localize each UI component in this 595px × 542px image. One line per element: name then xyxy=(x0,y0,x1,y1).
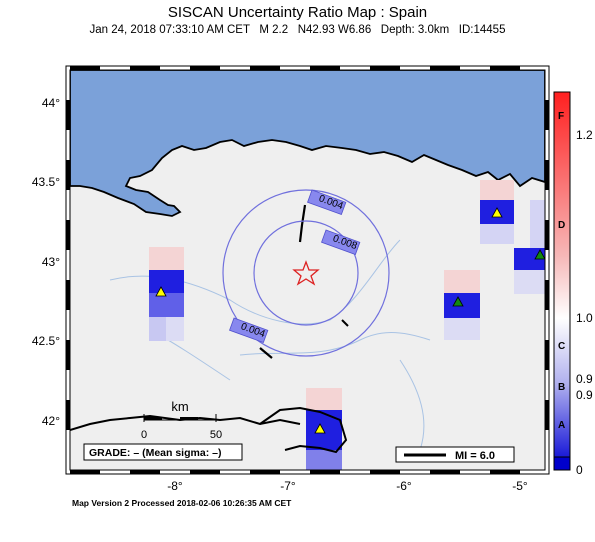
colorbar-value: 1.0 xyxy=(576,311,593,325)
lake xyxy=(298,204,307,243)
border-line xyxy=(259,406,348,454)
lat-label: 42.5° xyxy=(31,334,60,348)
event-subtitle: Jan 24, 2018 07:33:10 AM CET M 2.2 N42.9… xyxy=(89,24,506,36)
scale-zero-label: 0 xyxy=(141,429,147,441)
processing-footer: Map Version 2 Processed 2018-02-06 10:26… xyxy=(72,498,292,508)
map-title: SISCAN Uncertainty Ratio Map : Spain xyxy=(167,4,428,21)
colorbar-value: 1.2 xyxy=(576,128,593,142)
lake xyxy=(259,347,273,359)
lake xyxy=(341,319,349,327)
station-triangle-green xyxy=(452,296,464,307)
grade-box xyxy=(83,443,243,461)
colorbar-value: 0 xyxy=(576,463,583,477)
grade-letter: B xyxy=(558,382,566,393)
scale-bar xyxy=(143,414,217,422)
grade-letter: F xyxy=(558,111,565,122)
lon-label: -7° xyxy=(280,479,296,493)
scale-unit-label: km xyxy=(171,399,188,414)
grade-letter: A xyxy=(558,420,566,431)
station-triangle-yellow xyxy=(491,207,503,218)
lat-label: 42° xyxy=(41,414,60,428)
lat-label: 43° xyxy=(41,255,60,269)
river xyxy=(399,359,425,451)
grade-letter: C xyxy=(558,341,566,352)
map-area: 0.004 0.008 0.004 km 0 50 GRADE: – (Mean… xyxy=(70,70,545,470)
colorbar-value: 0.9 xyxy=(576,388,593,402)
epicenter-star-icon xyxy=(292,260,320,286)
colorbar xyxy=(553,91,571,471)
sea-area xyxy=(70,70,545,217)
grade-letter: D xyxy=(558,220,566,231)
uncertainty-cells xyxy=(149,180,545,470)
contour-label-box xyxy=(321,229,361,256)
river xyxy=(239,332,431,356)
station-triangle-green xyxy=(534,249,545,260)
station-triangle-yellow xyxy=(314,423,326,434)
colorbar-value: 0.9 xyxy=(576,372,593,386)
station-triangle-yellow xyxy=(155,286,167,297)
contour-label-box xyxy=(229,317,269,344)
lon-label: -5° xyxy=(512,479,528,493)
grade-text: GRADE: – (Mean sigma: –) xyxy=(89,447,221,459)
uncertainty-contours xyxy=(222,189,390,357)
map-frame xyxy=(65,65,550,475)
contour-label-box xyxy=(307,189,347,216)
lon-label: -6° xyxy=(396,479,412,493)
lon-label: -8° xyxy=(167,479,183,493)
lat-label: 44° xyxy=(41,96,60,110)
scale-max-label: 50 xyxy=(210,429,222,441)
mi-legend-box xyxy=(395,446,515,463)
mi-legend-text: MI = 6.0 xyxy=(455,450,495,462)
lat-label: 43.5° xyxy=(31,175,60,189)
